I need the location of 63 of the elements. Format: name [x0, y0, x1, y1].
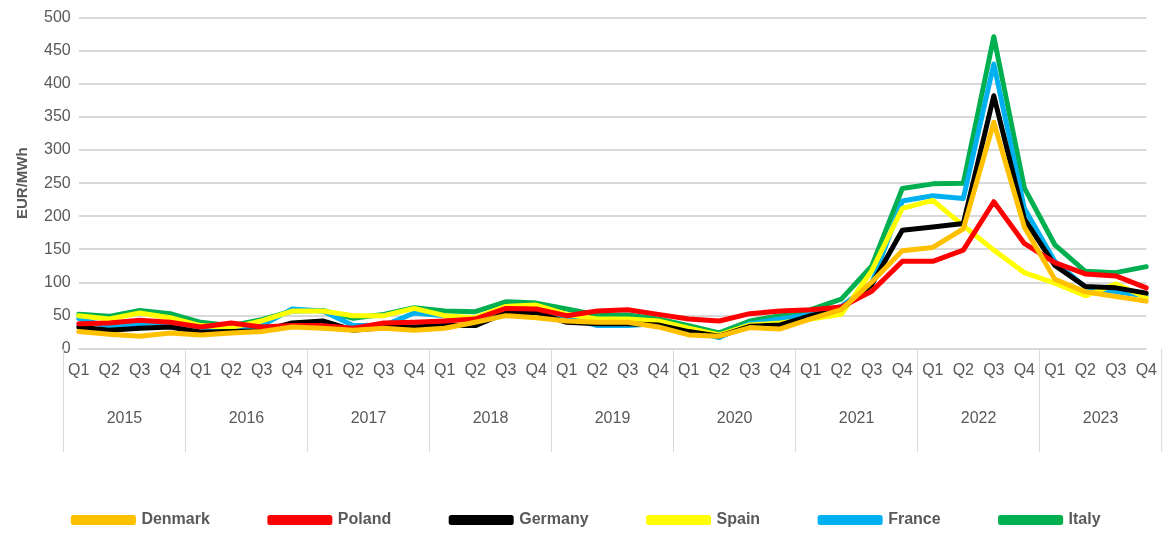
legend-label: Italy	[1068, 510, 1101, 528]
x-tick-label: Q2	[98, 360, 120, 378]
legend-label: Denmark	[141, 510, 210, 528]
x-tick-label: Q4	[281, 360, 303, 378]
x-tick-label: Q1	[800, 360, 822, 378]
y-tick-label: 150	[43, 239, 71, 257]
y-tick-label: 50	[52, 306, 71, 324]
x-tick-label: Q3	[1105, 360, 1127, 378]
x-tick-label: Q4	[403, 360, 426, 378]
x-tick-label: Q2	[708, 360, 731, 378]
text: 2015	[106, 409, 143, 427]
y-tick-label: 300	[43, 140, 71, 158]
y-tick-label: 250	[43, 173, 71, 191]
x-tick-label: Q1	[922, 360, 944, 378]
text: 2019	[594, 409, 631, 427]
y-tick-label: 0	[61, 339, 71, 357]
x-tick-label: Q2	[220, 360, 242, 378]
legend-label: France	[888, 510, 941, 528]
x-tick-label: Q3	[739, 360, 761, 378]
text: 2020	[716, 409, 753, 427]
x-tick-label: Q3	[983, 360, 1005, 378]
x-tick-label: Q2	[586, 360, 609, 378]
x-tick-label: Q4	[891, 360, 914, 378]
x-tick-label: Q1	[434, 360, 456, 378]
y-tick-label: 350	[43, 107, 71, 125]
x-tick-label: Q3	[617, 360, 639, 378]
x-tick-label: Q4	[159, 360, 181, 378]
text: 2016	[228, 409, 265, 427]
legend-label: Germany	[519, 510, 589, 528]
y-tick-label: 500	[43, 8, 71, 26]
x-tick-label: Q1	[678, 360, 700, 378]
x-tick-label: Q1	[312, 360, 334, 378]
legend-label: Poland	[337, 510, 392, 528]
x-tick-label: Q3	[861, 360, 883, 378]
text: 2018	[472, 409, 509, 427]
x-tick-label: Q2	[1074, 360, 1097, 378]
x-tick-label: Q4	[769, 360, 792, 378]
x-tick-label: Q1	[68, 360, 90, 378]
text: 2022	[960, 409, 997, 427]
y-tick-label: 200	[43, 206, 71, 224]
x-tick-label: Q4	[525, 360, 548, 378]
text: 2017	[350, 409, 387, 427]
x-tick-label: Q2	[342, 360, 364, 378]
text: 2023	[1082, 409, 1119, 427]
x-tick-label: Q3	[129, 360, 151, 378]
x-tick-label: Q1	[556, 360, 578, 378]
x-tick-label: Q3	[495, 360, 517, 378]
y-tick-label: 450	[43, 41, 71, 59]
x-tick-label: Q4	[647, 360, 670, 378]
x-tick-label: Q4	[1013, 360, 1036, 378]
x-tick-label: Q3	[251, 360, 273, 378]
x-tick-label: Q2	[464, 360, 487, 378]
x-tick-label: Q2	[830, 360, 853, 378]
x-tick-label: Q1	[1044, 360, 1066, 378]
x-tick-label: Q4	[1135, 360, 1158, 378]
y-tick-label: 400	[43, 74, 71, 92]
x-tick-label: Q3	[373, 360, 395, 378]
y-tick-label: 100	[43, 272, 71, 290]
x-tick-label: Q1	[190, 360, 212, 378]
text: 2021	[838, 409, 875, 427]
legend-label: Spain	[716, 510, 761, 528]
x-tick-label: Q2	[952, 360, 975, 378]
y-axis-title: EUR/MWh	[13, 147, 31, 220]
